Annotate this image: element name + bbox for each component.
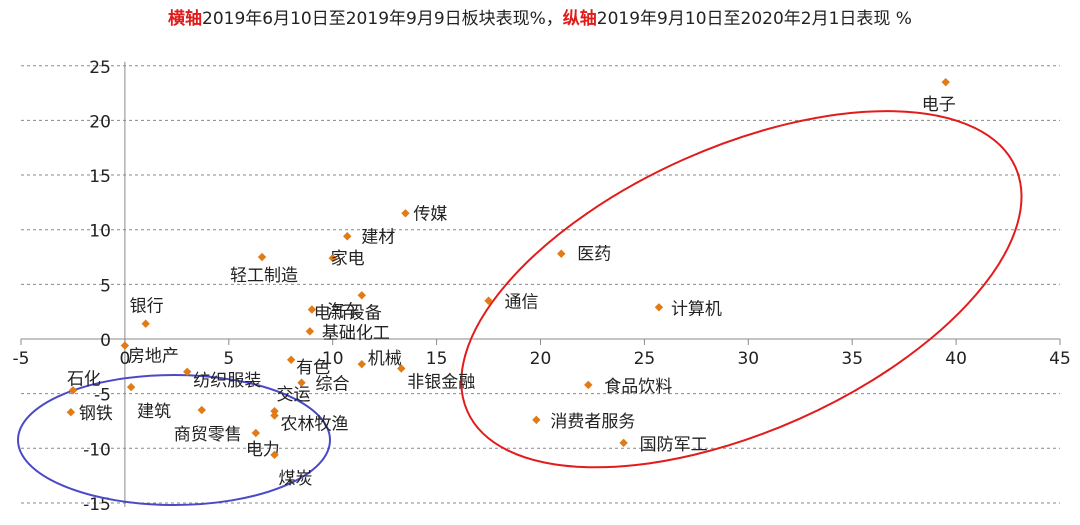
data-point-label: 钢铁 [79, 404, 113, 424]
data-point-label: 煤炭 [279, 469, 313, 489]
data-point [307, 305, 317, 314]
data-point-label: 交运 [277, 385, 311, 405]
y-tick-label: 0 [100, 331, 111, 351]
y-tick-label: 5 [100, 276, 111, 296]
data-point [197, 405, 206, 415]
data-point-label: 医药 [577, 245, 611, 265]
data-point-label: 房地产 [128, 347, 179, 367]
y-tick-label: 20 [89, 112, 111, 132]
data-point-label: 汽车 [327, 301, 361, 321]
data-point [68, 386, 78, 395]
data-point-label: 家电 [331, 249, 365, 269]
data-point [401, 209, 410, 218]
chart-title: 横轴2019年6月10日至2019年9月9日板块表现%，纵轴2019年9月10日… [0, 4, 1080, 29]
data-point-label: 有色 [296, 358, 330, 378]
data-point [532, 415, 541, 425]
x-tick-label: 40 [945, 349, 967, 369]
data-point-label: 食品饮料 [604, 377, 672, 397]
x-tick-label: 30 [737, 349, 759, 369]
data-point-label: 消费者服务 [550, 412, 635, 432]
data-point-label: 传媒 [413, 204, 447, 224]
y-tick-label: -5 [94, 386, 111, 406]
data-point-label: 基础化工 [322, 323, 390, 343]
data-point-label: 建材 [361, 227, 395, 247]
data-point [270, 406, 279, 416]
x-tick-label: -5 [13, 349, 30, 369]
data-point [286, 355, 296, 364]
data-point [357, 359, 366, 369]
data-point [297, 378, 306, 387]
x-tick-label: 10 [322, 349, 344, 369]
data-point [941, 77, 950, 87]
data-point-label: 轻工制造 [230, 266, 298, 286]
data-point [305, 327, 315, 336]
x-tick-label: 20 [530, 349, 552, 369]
data-point [484, 296, 493, 305]
data-point [584, 380, 593, 390]
y-axis-title: 2019年9月10日至2020年2月1日表现 % [596, 9, 912, 29]
data-point-label: 建筑 [137, 402, 171, 422]
data-point-label: 非银金融 [407, 373, 475, 393]
highlight-ellipse-blue [17, 374, 331, 506]
data-point-label: 石化 [67, 369, 101, 389]
data-point-label: 电子 [922, 95, 956, 115]
data-point [654, 303, 664, 312]
x-tick-label: 25 [634, 349, 656, 369]
x-tick-label: 15 [426, 349, 448, 369]
data-point-label: 综合 [316, 375, 350, 395]
data-point-label: 纺织服装 [193, 371, 261, 391]
data-point [270, 411, 279, 420]
data-point [619, 438, 628, 448]
data-point [328, 253, 337, 263]
x-tick-label: 0 [119, 349, 130, 369]
data-point [251, 428, 261, 438]
y-axis-title-prefix: 纵轴 [562, 9, 597, 29]
x-tick-label: 5 [223, 349, 234, 369]
y-tick-label: 15 [89, 167, 111, 187]
y-tick-label: -15 [83, 495, 111, 515]
data-point [66, 408, 76, 417]
x-tick-label: 45 [1049, 349, 1071, 369]
data-point [357, 291, 366, 300]
data-point [557, 249, 566, 258]
data-point [270, 450, 279, 460]
data-point-label: 商贸零售 [174, 425, 242, 445]
y-tick-label: -10 [83, 440, 111, 460]
x-axis-title-prefix: 横轴 [168, 9, 203, 29]
x-tick-label: 35 [841, 349, 863, 369]
data-point [120, 341, 130, 350]
data-point-label: 农林牧渔 [281, 415, 349, 435]
data-point [257, 252, 267, 262]
data-point-label: 国防军工 [640, 435, 708, 455]
data-point [397, 364, 406, 373]
data-point-label: 计算机 [671, 299, 722, 319]
data-point-label: 通信 [505, 293, 539, 313]
x-axis-title: 2019年6月10日至2019年9月9日板块表现%， [202, 9, 563, 29]
data-point-label: 机械 [368, 349, 402, 369]
data-point-label: 银行 [130, 297, 164, 317]
highlight-ellipse-red [460, 110, 1023, 469]
data-point [126, 382, 136, 392]
data-point [343, 232, 352, 241]
data-point-label: 电新设备 [314, 303, 382, 323]
data-point [141, 319, 150, 328]
y-tick-label: 10 [89, 222, 111, 242]
y-tick-label: 25 [89, 58, 111, 78]
data-point [183, 367, 192, 376]
